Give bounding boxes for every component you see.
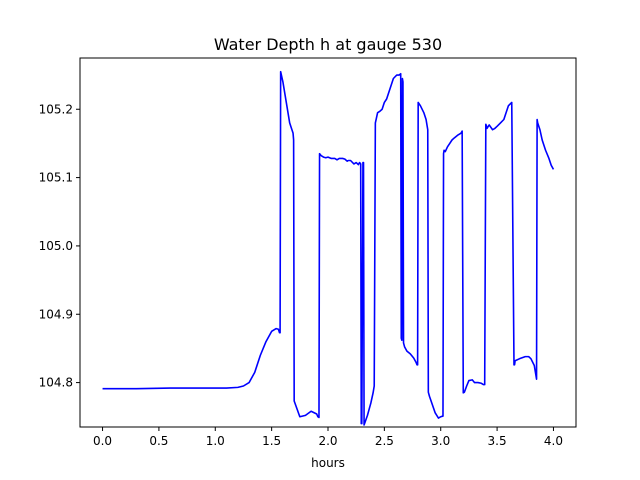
x-tick-label: 1.5: [262, 434, 281, 448]
x-axis-ticks: 0.0 0.5 1.0 1.5 2.0 2.5 3.0 3.5 4.0: [93, 427, 563, 448]
x-tick-label: 0.5: [149, 434, 168, 448]
chart-title: Water Depth h at gauge 530: [214, 35, 442, 54]
x-tick-label: 3.5: [488, 434, 507, 448]
y-tick-label: 105.0: [39, 239, 73, 253]
x-tick-label: 4.0: [544, 434, 563, 448]
y-tick-label: 104.8: [39, 376, 73, 390]
x-tick-label: 2.5: [375, 434, 394, 448]
x-axis-label: hours: [311, 456, 345, 470]
x-tick-label: 0.0: [93, 434, 112, 448]
x-tick-label: 2.0: [318, 434, 337, 448]
y-tick-label: 105.1: [39, 171, 73, 185]
x-tick-label: 1.0: [206, 434, 225, 448]
plot-series-group: [102, 70, 555, 426]
x-tick-label: 3.0: [431, 434, 450, 448]
y-tick-label: 105.2: [39, 102, 73, 116]
series-line-0: [102, 70, 555, 426]
y-axis-ticks: 104.8 104.9 105.0 105.1 105.2: [39, 102, 80, 390]
y-tick-label: 104.9: [39, 307, 73, 321]
